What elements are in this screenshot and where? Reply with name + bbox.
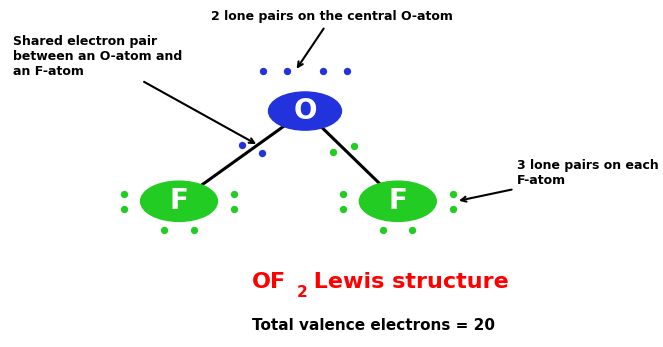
Point — [328, 149, 339, 155]
Circle shape — [359, 181, 436, 221]
Point — [119, 206, 129, 212]
Point — [448, 206, 458, 212]
Point — [318, 68, 328, 74]
Point — [258, 68, 269, 74]
Point — [229, 191, 239, 196]
Text: Shared electron pair
between an O-atom and
an F-atom: Shared electron pair between an O-atom a… — [13, 35, 254, 143]
Text: O: O — [293, 97, 317, 125]
Point — [349, 143, 360, 149]
Point — [341, 68, 352, 74]
Point — [407, 227, 418, 233]
Point — [337, 191, 348, 196]
Text: F: F — [389, 187, 407, 215]
Text: Total valence electrons = 20: Total valence electrons = 20 — [252, 318, 495, 333]
Point — [448, 191, 458, 196]
Point — [229, 206, 239, 212]
Point — [159, 227, 170, 233]
Text: 2 lone pairs on the central O-atom: 2 lone pairs on the central O-atom — [211, 10, 452, 67]
Point — [378, 227, 389, 233]
Point — [119, 191, 129, 196]
Point — [237, 143, 248, 148]
Circle shape — [269, 92, 341, 130]
Text: 2: 2 — [297, 285, 308, 300]
Circle shape — [141, 181, 217, 221]
Point — [188, 227, 199, 233]
Text: 3 lone pairs on each
F-atom: 3 lone pairs on each F-atom — [461, 160, 659, 202]
Text: Lewis structure: Lewis structure — [306, 272, 509, 292]
Text: OF: OF — [252, 272, 286, 292]
Text: F: F — [170, 187, 188, 215]
Point — [257, 150, 267, 155]
Point — [282, 68, 292, 74]
Point — [337, 206, 348, 212]
